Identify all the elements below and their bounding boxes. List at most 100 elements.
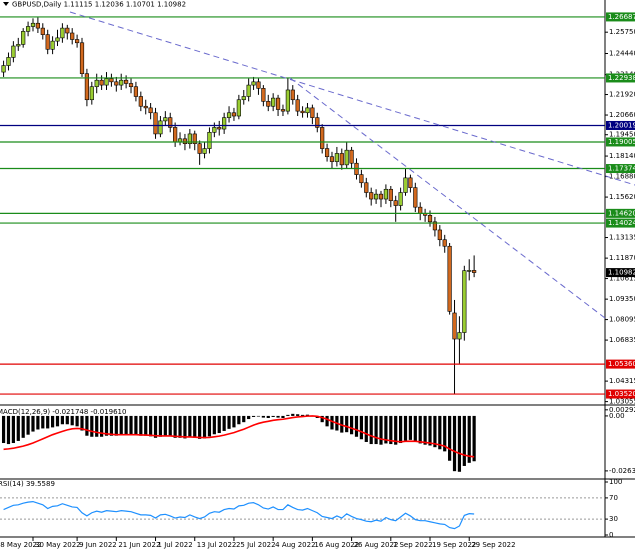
- macd-bar: [26, 416, 29, 435]
- macd-bar: [7, 416, 10, 444]
- macd-bar: [71, 416, 74, 425]
- candle-body: [369, 193, 373, 200]
- candle-body: [242, 96, 246, 99]
- macd-bar: [433, 416, 436, 447]
- macd-bar: [458, 416, 461, 472]
- macd-bar: [394, 416, 397, 445]
- macd-bar: [227, 416, 230, 429]
- candle-body: [16, 44, 20, 46]
- macd-bar: [370, 416, 373, 444]
- candle-body: [129, 83, 133, 86]
- macd-bar: [399, 416, 402, 443]
- macd-bar: [36, 416, 39, 430]
- macd-bar: [325, 416, 328, 426]
- candle-body: [252, 82, 256, 85]
- main-header: GBPUSD,Daily 1.11115 1.12036 1.10701 1.1…: [12, 1, 186, 9]
- level-label: 1.14024: [608, 219, 635, 227]
- macd-bar: [115, 416, 118, 436]
- macd-bar: [159, 416, 162, 437]
- x-tick-label: 1 Jul 2022: [158, 541, 193, 549]
- macd-bar: [424, 416, 427, 445]
- candle-body: [75, 40, 79, 43]
- y-tick-label: 1.18140: [609, 152, 635, 160]
- macd-bar: [414, 416, 417, 442]
- macd-bar: [272, 416, 275, 417]
- macd-bar: [213, 416, 216, 434]
- macd-bar: [286, 415, 289, 416]
- level-label: 1.26687: [608, 13, 635, 21]
- candle-body: [467, 270, 471, 271]
- candle-body: [237, 100, 241, 116]
- x-tick-label: 4 Aug 2022: [275, 541, 315, 549]
- candle-body: [463, 271, 467, 333]
- candle-body: [203, 149, 207, 154]
- candle-body: [340, 153, 344, 164]
- candle-body: [80, 43, 84, 74]
- candle-body: [124, 80, 128, 83]
- macd-bar: [41, 416, 44, 429]
- macd-bar: [56, 416, 59, 426]
- candle-body: [306, 108, 310, 113]
- macd-bar: [144, 416, 147, 436]
- candle-body: [453, 313, 457, 339]
- candle-body: [399, 193, 403, 206]
- macd-bar: [404, 416, 407, 441]
- level-label: 1.19005: [608, 138, 635, 146]
- macd-bar: [31, 416, 34, 432]
- candle-body: [301, 111, 305, 113]
- candle-body: [360, 175, 364, 183]
- macd-bar: [350, 416, 353, 434]
- macd-bar: [154, 416, 157, 438]
- y-tick-label: 100: [609, 478, 622, 486]
- candle-body: [26, 26, 30, 31]
- level-label: 1.05360: [608, 360, 635, 368]
- candle-body: [21, 31, 25, 44]
- macd-bar: [76, 416, 79, 426]
- macd-bar: [193, 416, 196, 438]
- macd-bar: [17, 416, 20, 441]
- macd-bar: [61, 416, 64, 424]
- candle-body: [232, 113, 236, 116]
- level-label: 1.14620: [608, 209, 635, 217]
- macd-header: MACD(12,26,9) -0.021748 -0.019610: [0, 408, 126, 416]
- candle-body: [56, 38, 60, 41]
- macd-bar: [164, 416, 167, 436]
- macd-bar: [247, 416, 250, 419]
- candle-body: [90, 87, 94, 100]
- candle-body: [61, 28, 65, 38]
- y-tick-label: 0: [609, 531, 613, 539]
- macd-bar: [428, 416, 431, 446]
- candle-body: [374, 194, 378, 199]
- candle-body: [159, 121, 163, 134]
- y-tick-label: 1.09350: [609, 295, 635, 303]
- x-tick-label: 26 Aug 2022: [354, 541, 399, 549]
- candle-body: [458, 333, 462, 340]
- x-tick-label: 7 Sep 2022: [393, 541, 433, 549]
- macd-bar: [252, 416, 255, 417]
- x-tick-label: 25 Jul 2022: [236, 541, 276, 549]
- level-label: 1.20019: [608, 121, 635, 129]
- candle-body: [320, 127, 324, 148]
- candle-body: [217, 127, 221, 129]
- candle-body: [51, 41, 55, 49]
- candle-body: [291, 90, 295, 100]
- macd-bar: [90, 416, 93, 437]
- macd-bar: [296, 414, 299, 416]
- candle-body: [100, 80, 104, 85]
- candle-body: [364, 183, 368, 193]
- candle-body: [404, 178, 408, 193]
- y-tick-label: 0.00: [609, 412, 625, 420]
- macd-bar: [257, 416, 260, 417]
- candle-body: [41, 28, 45, 35]
- y-tick-label: 1.08095: [609, 316, 635, 324]
- candle-body: [379, 194, 383, 199]
- y-tick-label: 1.03055: [609, 398, 635, 406]
- level-label: 1.22938: [608, 74, 635, 82]
- y-tick-label: -0.02637: [609, 467, 635, 475]
- macd-bar: [463, 416, 466, 466]
- macd-bar: [232, 416, 235, 427]
- candle-body: [95, 80, 99, 87]
- y-tick-label: 1.13135: [609, 234, 635, 242]
- candle-body: [296, 100, 300, 111]
